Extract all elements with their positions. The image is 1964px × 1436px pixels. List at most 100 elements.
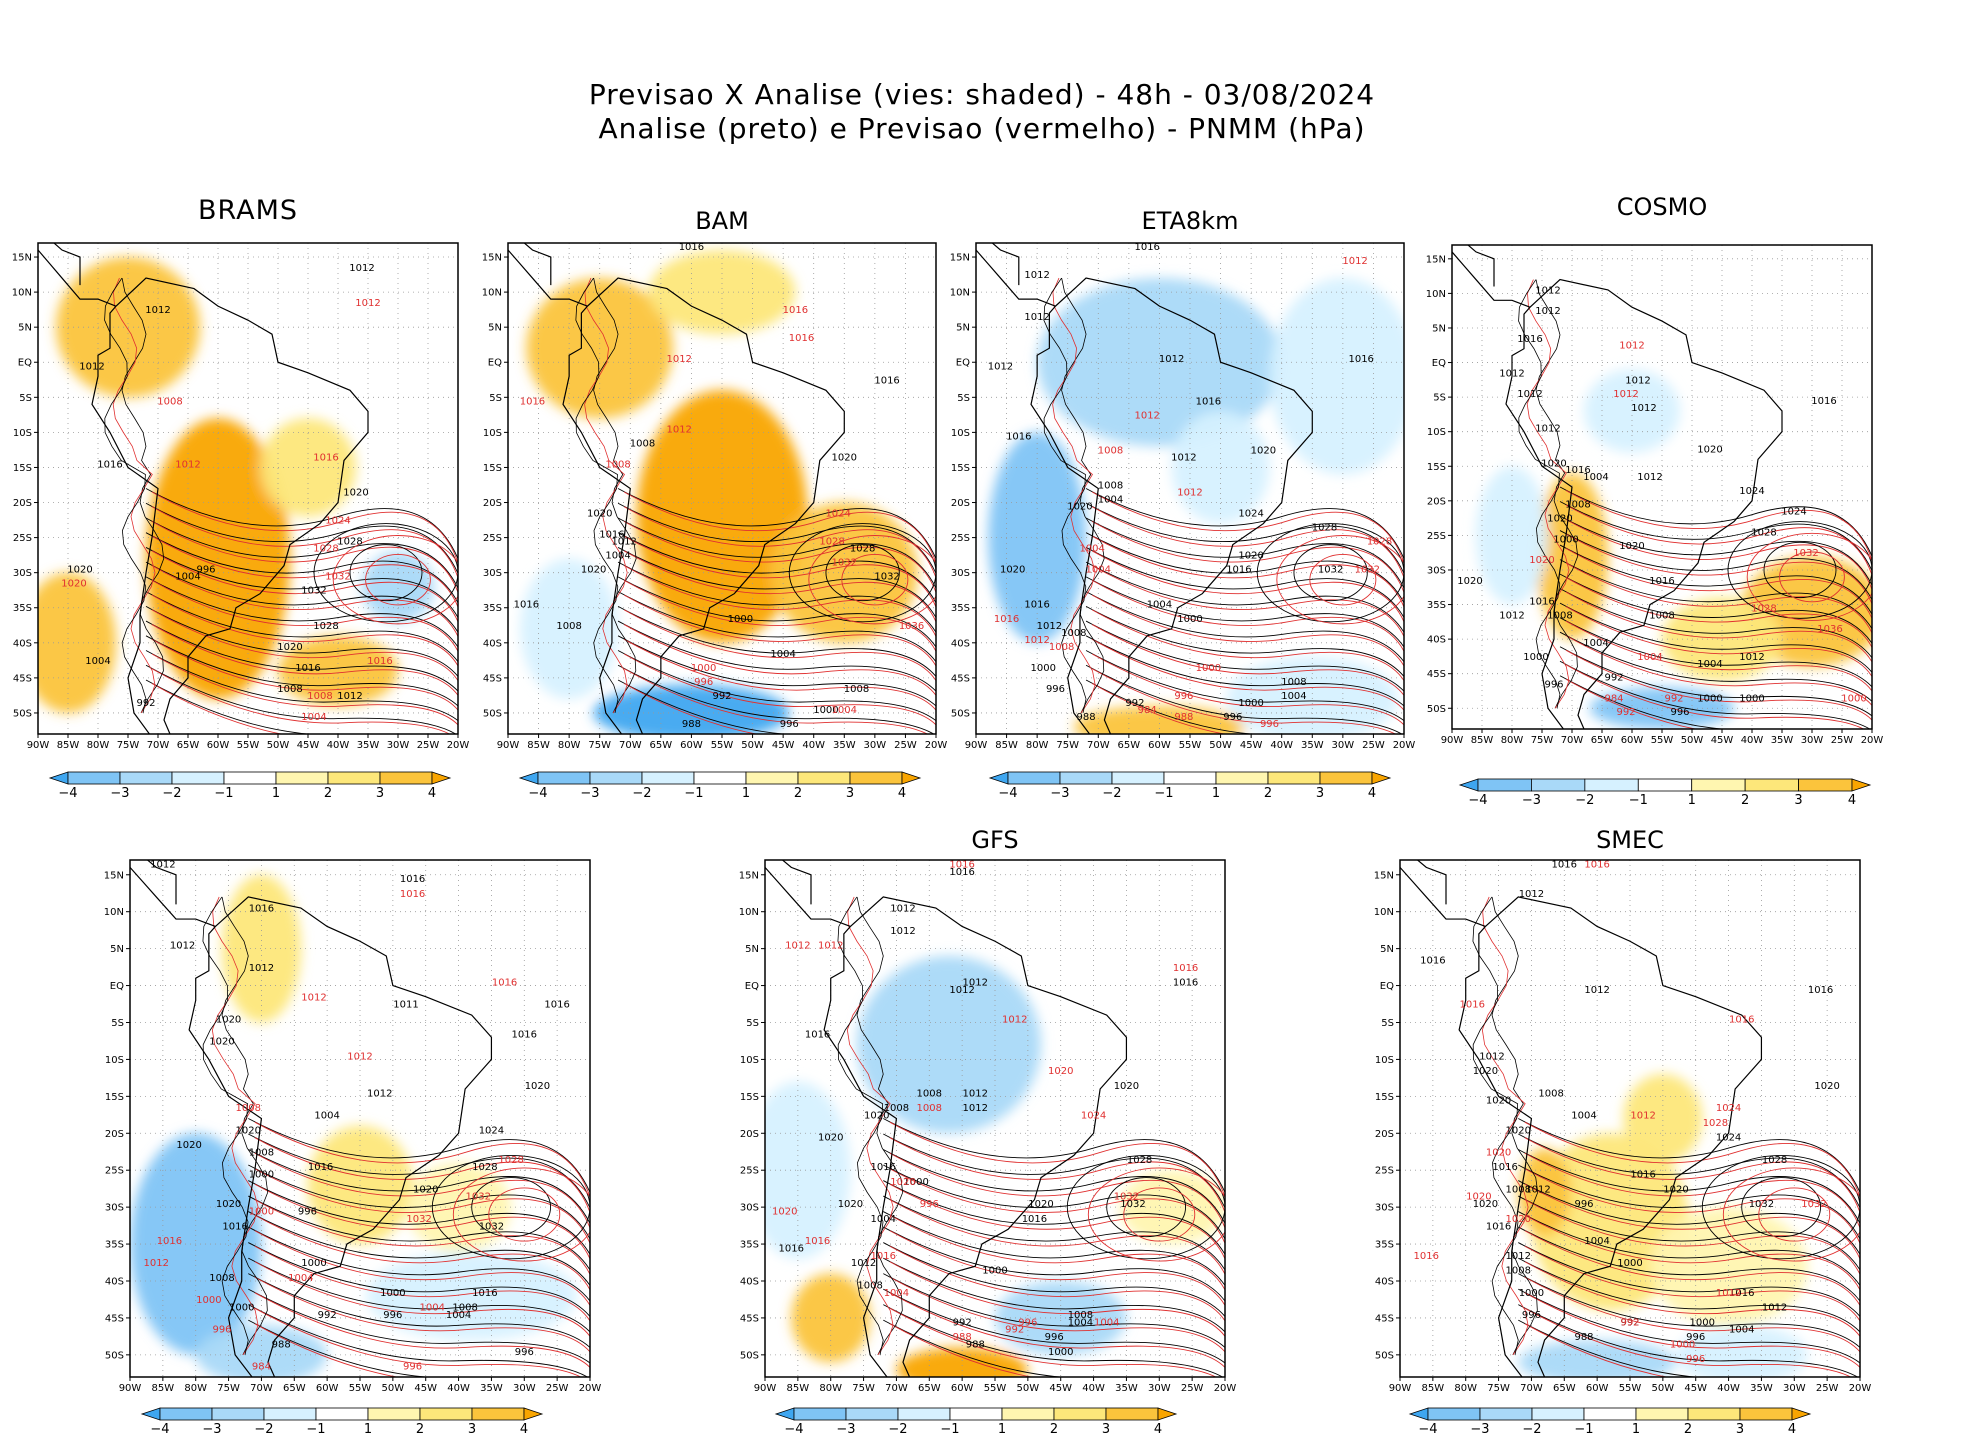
colorbar-arrow-right [1851,778,1872,792]
x-tick-label: 20W [1214,1383,1237,1394]
colorbar-segment [693,771,747,785]
analysis-label: 1012 [1499,368,1524,379]
analysis-label: 1016 [871,1162,896,1173]
analysis-label: 992 [1620,1317,1639,1328]
x-tick-label: 30W [387,740,410,751]
colorbar-segment [1691,778,1746,792]
colorbar-label: 3 [1316,786,1324,801]
analysis-isobar [248,1257,590,1333]
analysis-label: 996 [780,719,799,730]
forecast-isobar [151,653,458,726]
analysis-label: 1012 [1037,621,1062,632]
forecast-isobar [1091,535,1404,608]
south-america-coastline [1505,278,1783,729]
y-tick-label: 35S [951,603,970,614]
forecast-isobar [1524,1307,1852,1377]
forecast-label: 988 [953,1332,972,1343]
analysis-label: 992 [318,1310,337,1321]
forecast-isobar [254,1245,590,1322]
analysis-label: 1012 [1519,889,1544,900]
forecast-label: 1004 [301,712,326,723]
y-tick-label: EQ [956,358,970,369]
x-tick-label: 70W [147,740,170,751]
analysis-label: 1032 [874,572,899,583]
map-panel-brams: 1020100499610281032102810201016100810121… [12,242,469,751]
panel-title-cosmo: COSMO [1616,193,1708,221]
forecast-label: 1012 [1613,389,1638,400]
y-tick-label: 10S [1375,1055,1394,1066]
analysis-label: 1020 [1697,444,1722,455]
forecast-isobar [1052,277,1096,714]
analysis-label: 1008 [1098,481,1123,492]
analysis-label: 1016 [1226,565,1251,576]
analysis-label: 1012 [963,1088,988,1099]
x-tick-label: 40W [1270,740,1293,751]
y-tick-label: 50S [1427,704,1446,715]
forecast-isobar [254,1168,590,1244]
forecast-isobar [1524,1199,1860,1275]
colorbar-brams: −4 −3 −2 −1 1 2 3 4 [48,771,452,801]
forecast-isobar [452,1167,590,1262]
analysis-label: 1008 [857,1280,882,1291]
colorbar-label: 3 [1102,1422,1110,1436]
analysis-label: 1016 [1808,985,1833,996]
analysis-label: 1000 [1739,693,1764,704]
analysis-label: 1000 [380,1288,405,1299]
colorbar-segment [1584,778,1639,792]
analysis-label: 1012 [1171,452,1196,463]
y-tick-label: 10N [104,907,124,918]
x-tick-label: 45W [1684,1383,1707,1394]
colorbar-label: 1 [1632,1422,1640,1436]
y-tick-label: 40S [483,638,502,649]
forecast-isobar [1091,638,1404,711]
south-america-coastline [1458,896,1763,1377]
y-tick-label: 10S [1427,427,1446,438]
colorbar-segment [1744,778,1799,792]
colorbar-label: 2 [1050,1422,1058,1436]
analysis-isobar [1085,664,1403,734]
x-tick-label: 45W [414,1383,437,1394]
analysis-isobar [248,1288,590,1364]
x-tick-label: 70W [250,1383,273,1394]
forecast-label: 1000 [196,1295,221,1306]
analysis-label: 1000 [1617,1258,1642,1269]
y-tick-label: 5N [1432,323,1446,334]
y-tick-label: 20S [1375,1129,1394,1140]
forecast-isobar [623,668,929,734]
forecast-label: 992 [1616,707,1635,718]
analysis-isobar [617,650,936,722]
y-tick-label: 10N [1374,907,1394,918]
analysis-label: 1012 [890,904,915,915]
forecast-isobar [151,624,458,696]
forecast-label: 1032 [466,1192,491,1203]
y-tick-label: 5N [18,323,32,334]
analysis-label: 1016 [544,1000,569,1011]
colorbar-label: 2 [416,1422,424,1436]
y-tick-label: 10S [105,1055,124,1066]
colorbar-segment [1427,1407,1481,1421]
analysis-label: 1028 [1127,1155,1152,1166]
analysis-label: 1028 [1762,1155,1787,1166]
y-tick-label: 5S [489,393,502,404]
forecast-label: 1012 [1619,341,1644,352]
analysis-label: 1016 [1006,431,1031,442]
analysis-label: 1024 [479,1125,504,1136]
colorbar-arrow-left [48,771,69,785]
forecast-isobar [623,594,936,667]
forecast-isobar [889,1261,1225,1337]
forecast-label: 1020 [890,1177,915,1188]
forecast-label: 1016 [1414,1251,1439,1262]
y-tick-label: 5N [745,944,759,955]
analysis-isobar [145,502,458,574]
y-tick-label: 5S [1433,393,1446,404]
analysis-label: 1020 [832,452,857,463]
x-tick-label: 80W [1026,740,1049,751]
y-tick-label: 15N [1426,254,1446,265]
x-tick-label: 50W [1681,735,1704,746]
analysis-label: 1032 [1120,1199,1145,1210]
analysis-isobar [883,1118,1225,1193]
colorbar-label: 2 [1264,786,1272,801]
analysis-isobar [1518,1211,1860,1286]
analysis-isobar [1518,1133,1860,1209]
y-tick-label: 20S [105,1129,124,1140]
